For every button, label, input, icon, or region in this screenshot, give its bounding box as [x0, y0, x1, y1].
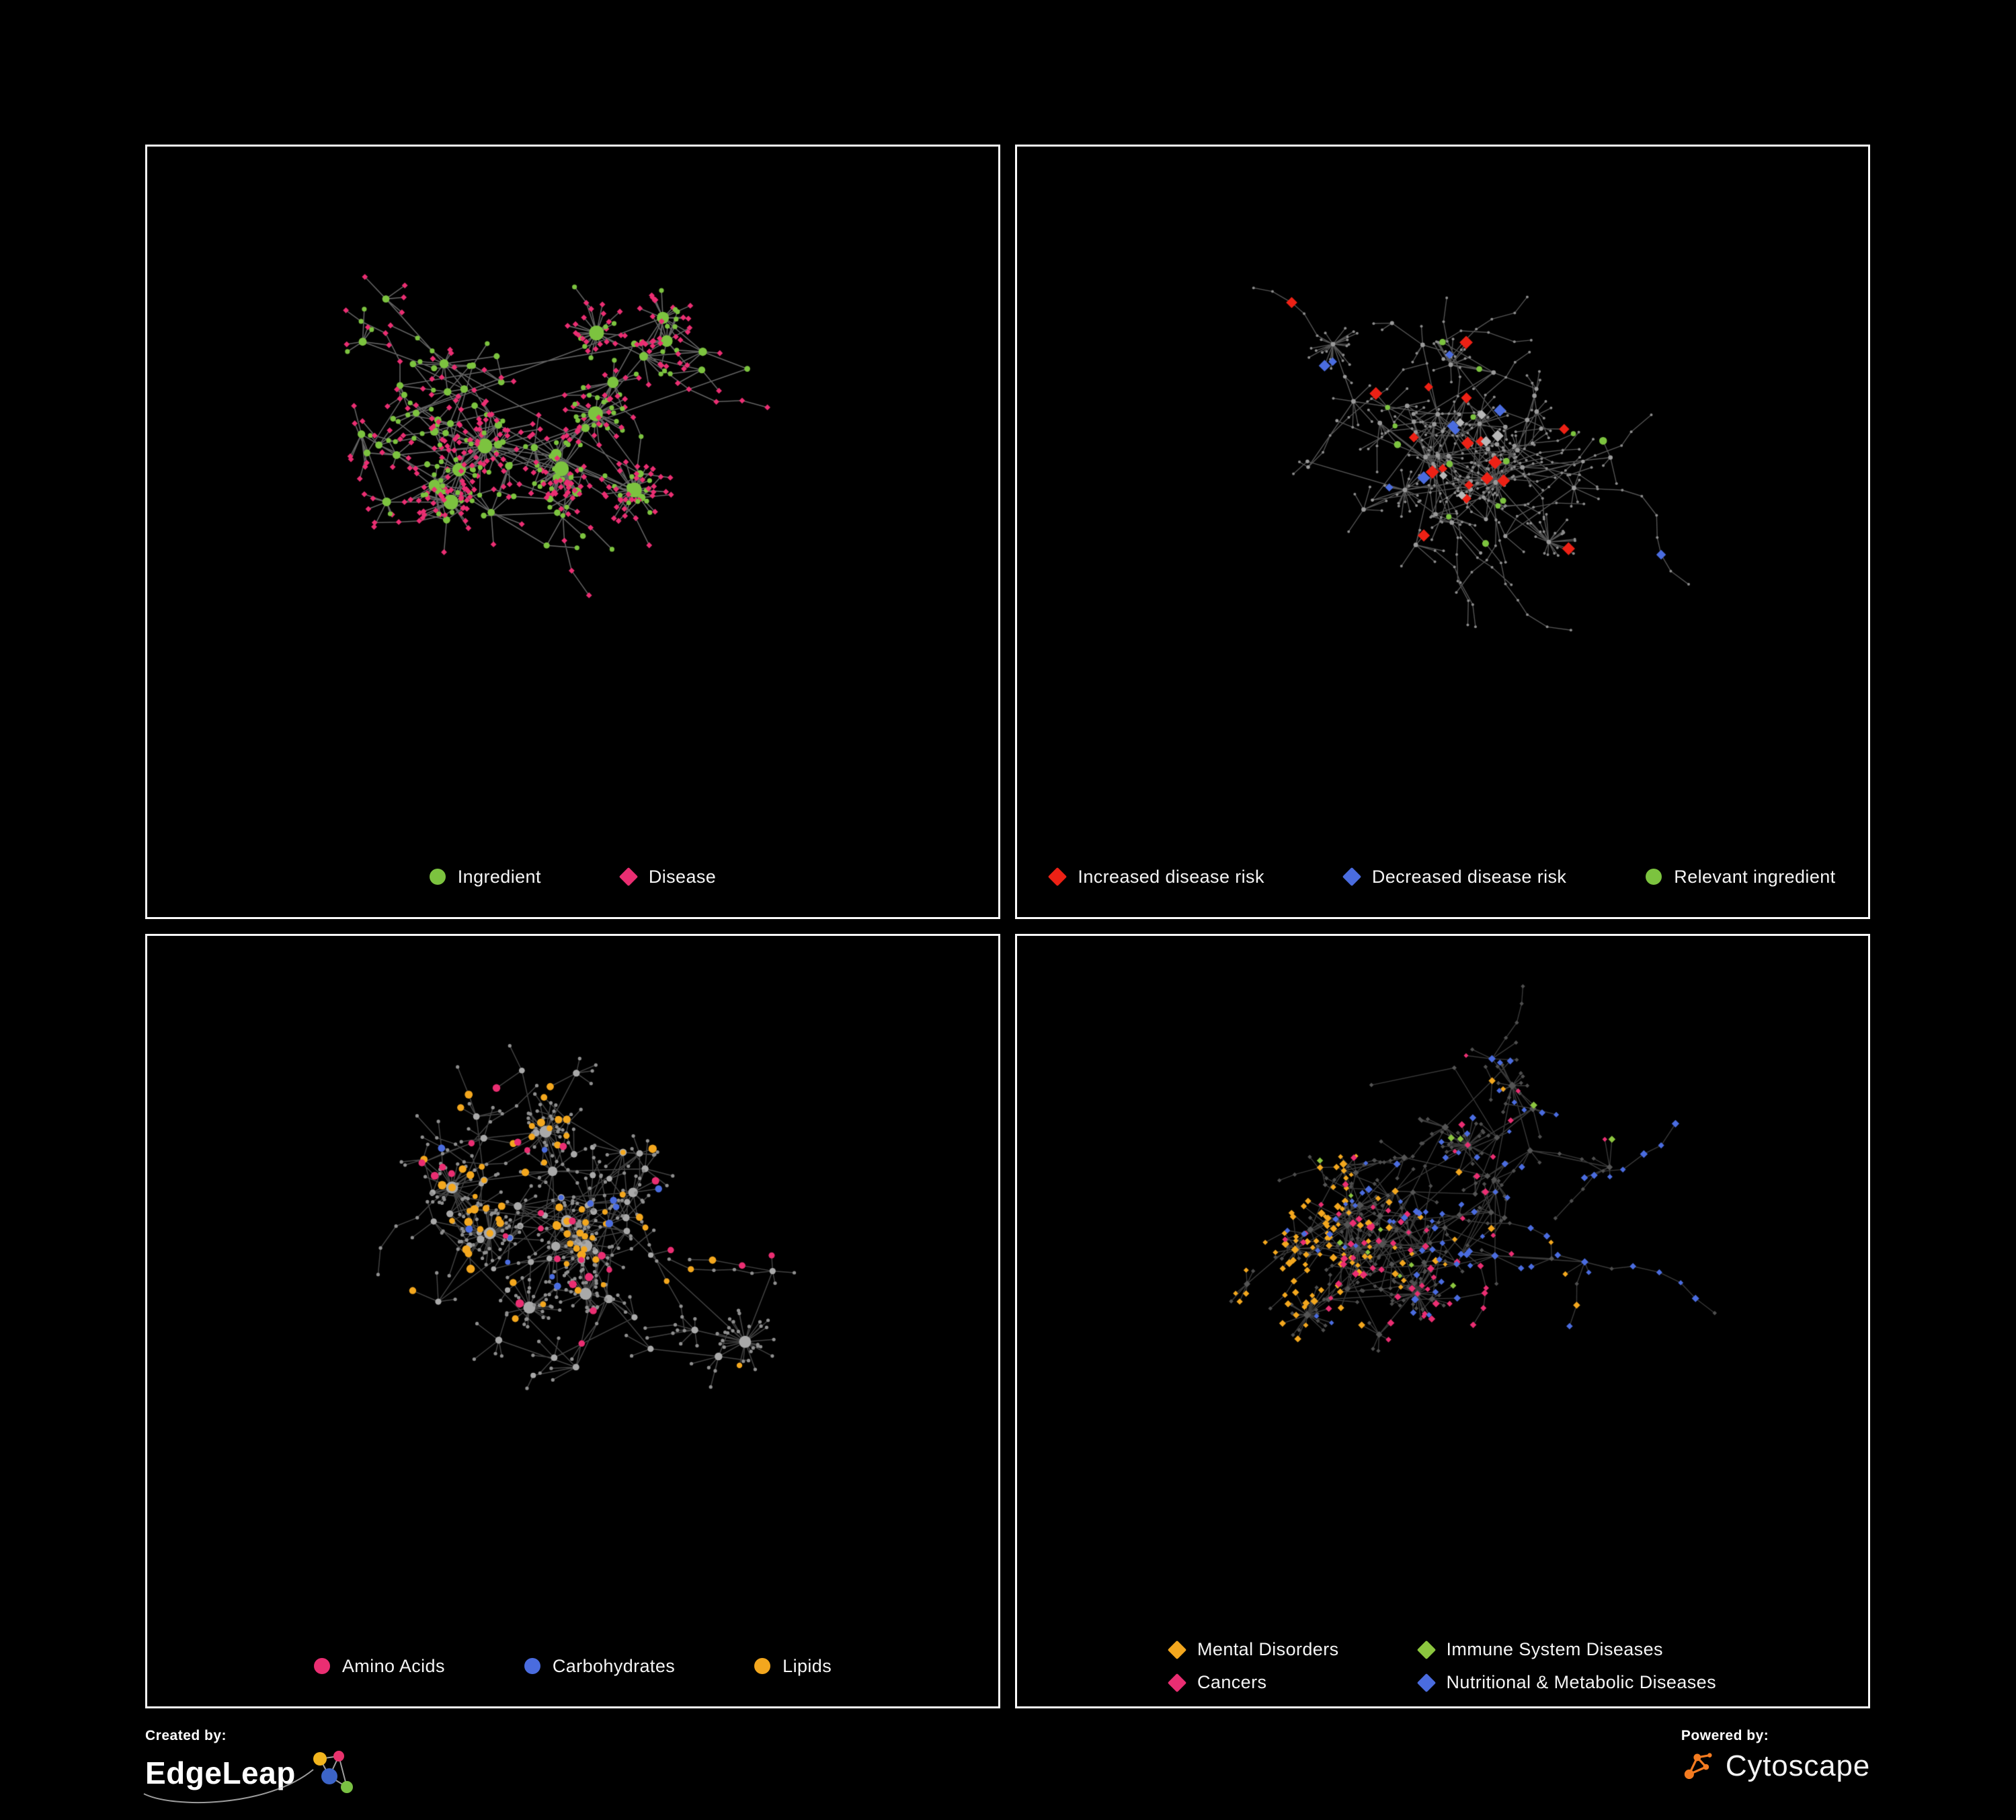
edgeleap-network-icon	[313, 1751, 353, 1793]
diamond-marker	[1342, 867, 1362, 887]
legend-label: Disease	[648, 866, 717, 887]
legend-item-immune-system-diseases: Immune System Diseases	[1416, 1639, 1716, 1660]
circle-marker	[524, 1658, 540, 1674]
legend-disease-classes: Mental Disorders Immune System Diseases Ca…	[1017, 1626, 1868, 1706]
legend-ingredient-disease: Ingredient Disease	[147, 836, 998, 917]
edgeleap-wordmark: EdgeLeap	[145, 1755, 296, 1790]
circle-marker	[754, 1658, 771, 1674]
legend-item-cancers: Cancers	[1167, 1672, 1338, 1693]
legend-label: Relevant ingredient	[1674, 866, 1836, 887]
cytoscape-network-icon	[1684, 1753, 1712, 1780]
legend-label: Ingredient	[457, 866, 541, 887]
diamond-marker	[1167, 1640, 1187, 1659]
legend-item-lipids: Lipids	[754, 1656, 832, 1677]
legend-label: Decreased disease risk	[1371, 866, 1567, 887]
panel-nutrient-classes: Amino Acids Carbohydrates Lipids	[145, 934, 1000, 1708]
panel-ingredient-disease: Ingredient Disease	[145, 145, 1000, 919]
legend-label: Mental Disorders	[1197, 1639, 1339, 1659]
legend-label: Lipids	[782, 1655, 832, 1676]
legend-label: Nutritional & Metabolic Diseases	[1446, 1672, 1716, 1692]
legend-item-increased-disease-risk: Increased disease risk	[1048, 866, 1264, 887]
diamond-marker	[1048, 867, 1067, 887]
network-canvas-nutrient-classes	[147, 936, 998, 1626]
diamond-marker	[1167, 1673, 1187, 1692]
cytoscape-logo: Cytoscape	[1681, 1749, 1870, 1783]
network-canvas-disease-risk	[1017, 147, 1868, 836]
legend-label: Amino Acids	[341, 1655, 445, 1676]
network-canvas-disease-classes	[1017, 936, 1868, 1626]
powered-by-label: Powered by:	[1681, 1728, 1769, 1743]
network-grid: Ingredient Disease Increased disease risk…	[145, 145, 1870, 1708]
legend-label: Immune System Diseases	[1446, 1639, 1663, 1659]
edgeleap-logo: EdgeLeap	[143, 1749, 362, 1805]
legend-label: Carbohydrates	[552, 1655, 676, 1676]
circle-marker	[1646, 869, 1662, 885]
diamond-marker	[1416, 1640, 1436, 1659]
created-by-label: Created by:	[145, 1728, 227, 1743]
circle-marker	[429, 869, 446, 885]
cytoscape-credit: Powered by: Cytoscape	[1681, 1728, 1870, 1783]
legend-item-mental-disorders: Mental Disorders	[1167, 1639, 1339, 1660]
panel-disease-risk: Increased disease risk Decreased disease …	[1015, 145, 1870, 919]
legend-item-disease: Disease	[618, 866, 717, 887]
cytoscape-wordmark: Cytoscape	[1725, 1749, 1870, 1782]
legend-item-decreased-disease-risk: Decreased disease risk	[1342, 866, 1567, 887]
edgeleap-credit: Created by: EdgeLeap	[143, 1728, 362, 1805]
legend-item-carbohydrates: Carbohydrates	[524, 1656, 675, 1677]
legend-nutrient-classes: Amino Acids Carbohydrates Lipids	[147, 1626, 998, 1706]
legend-label: Increased disease risk	[1078, 866, 1264, 887]
legend-disease-risk: Increased disease risk Decreased disease …	[1017, 836, 1868, 917]
circle-marker	[313, 1658, 330, 1674]
legend-item-amino-acids: Amino Acids	[313, 1655, 445, 1677]
legend-item-relevant-ingredient: Relevant ingredient	[1646, 867, 1835, 887]
legend-label: Cancers	[1197, 1672, 1267, 1692]
panel-disease-classes: Mental Disorders Immune System Diseases Ca…	[1015, 934, 1870, 1708]
legend-item-nutritional-metabolic-diseases: Nutritional & Metabolic Diseases	[1416, 1672, 1716, 1693]
network-canvas-ingredient-disease	[147, 147, 998, 836]
diamond-marker	[1416, 1673, 1436, 1692]
diamond-marker	[618, 867, 639, 887]
legend-item-ingredient: Ingredient	[429, 866, 541, 887]
